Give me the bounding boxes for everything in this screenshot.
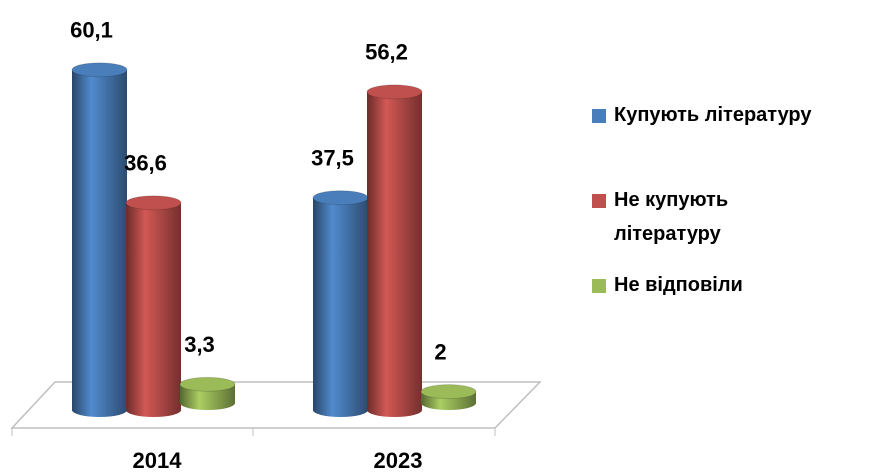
data-label: 36,6 [124, 151, 167, 176]
x-tick-label: 2014 [133, 448, 183, 473]
legend-label: Купують літературу [614, 104, 812, 126]
data-label: 56,2 [365, 40, 408, 65]
legend-label: Не купують літературу [614, 189, 729, 245]
cylinder-body [313, 197, 368, 410]
cylinder-top [312, 190, 369, 206]
cylinder-body [72, 69, 127, 411]
cylinder [366, 84, 423, 417]
legend-swatch [592, 109, 606, 123]
cylinder-top [366, 84, 423, 100]
legend-item: Не купують літературу [592, 183, 784, 251]
cylinder [420, 384, 477, 410]
legend-label: Не відповіли [614, 274, 743, 296]
data-label: 2 [434, 339, 446, 364]
x-tick-label: 2023 [374, 448, 423, 473]
cylinder [71, 62, 128, 417]
cylinder [312, 190, 369, 417]
cylinder-top [125, 195, 182, 211]
data-label: 37,5 [311, 146, 354, 171]
cylinder-top [71, 62, 128, 78]
cylinder-top [420, 384, 477, 400]
floor [10, 381, 542, 429]
legend-swatch [592, 194, 606, 208]
cylinder-body [126, 202, 181, 410]
cylinder-top [179, 376, 236, 392]
cylinder [179, 376, 236, 410]
legend-swatch [592, 279, 606, 293]
data-label: 3,3 [184, 332, 215, 357]
cylinder-body [367, 91, 422, 411]
legend-item: Не відповіли [592, 268, 889, 302]
legend-item: Купують літературу [592, 98, 889, 132]
cylinder [125, 195, 182, 417]
data-label: 60,1 [70, 18, 113, 43]
